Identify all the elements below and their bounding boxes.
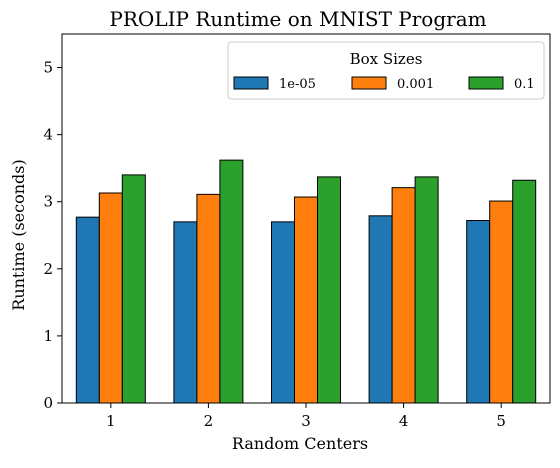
y-tick-label-4: 4 [43,126,53,144]
legend-title: Box Sizes [350,50,423,68]
bar-0.1-4 [415,177,438,403]
bar-0.001-3 [295,197,318,403]
bar-0.001-4 [392,188,415,403]
legend: Box Sizes 1e-05 0.001 0.1 [228,42,544,99]
y-tick-label-2: 2 [43,260,53,278]
bars-layer [76,160,535,403]
chart-title: PROLIP Runtime on MNIST Program [109,7,486,31]
bar-0.1-5 [513,180,536,403]
bar-1e-05-5 [467,221,490,403]
y-tick-label-1: 1 [43,327,53,345]
legend-swatch-1e-05 [234,77,268,89]
bar-1e-05-4 [369,216,392,403]
x-tick-label-1: 1 [106,412,116,430]
bar-1e-05-3 [272,222,295,403]
bar-0.001-2 [197,194,220,403]
bar-0.001-1 [99,193,122,403]
legend-label-0.1: 0.1 [514,77,535,92]
x-tick-label-3: 3 [301,412,311,430]
bar-1e-05-2 [174,222,197,403]
legend-label-1e-05: 1e-05 [279,77,316,92]
y-axis-label: Runtime (seconds) [9,159,28,310]
bar-0.1-3 [318,177,341,403]
bar-0.001-5 [490,201,513,403]
y-tick-label-5: 5 [43,59,53,77]
x-tick-label-5: 5 [496,412,506,430]
y-tick-label-0: 0 [43,394,53,412]
y-tick-label-3: 3 [43,193,53,211]
legend-swatch-0.001 [352,77,386,89]
x-axis-label: Random Centers [232,434,368,453]
x-tick-label-2: 2 [204,412,214,430]
bar-1e-05-1 [76,217,99,403]
bar-0.1-2 [220,160,243,403]
legend-swatch-0.1 [469,77,503,89]
legend-label-0.001: 0.001 [397,77,434,92]
bar-0.1-1 [122,175,145,403]
x-tick-label-4: 4 [399,412,409,430]
